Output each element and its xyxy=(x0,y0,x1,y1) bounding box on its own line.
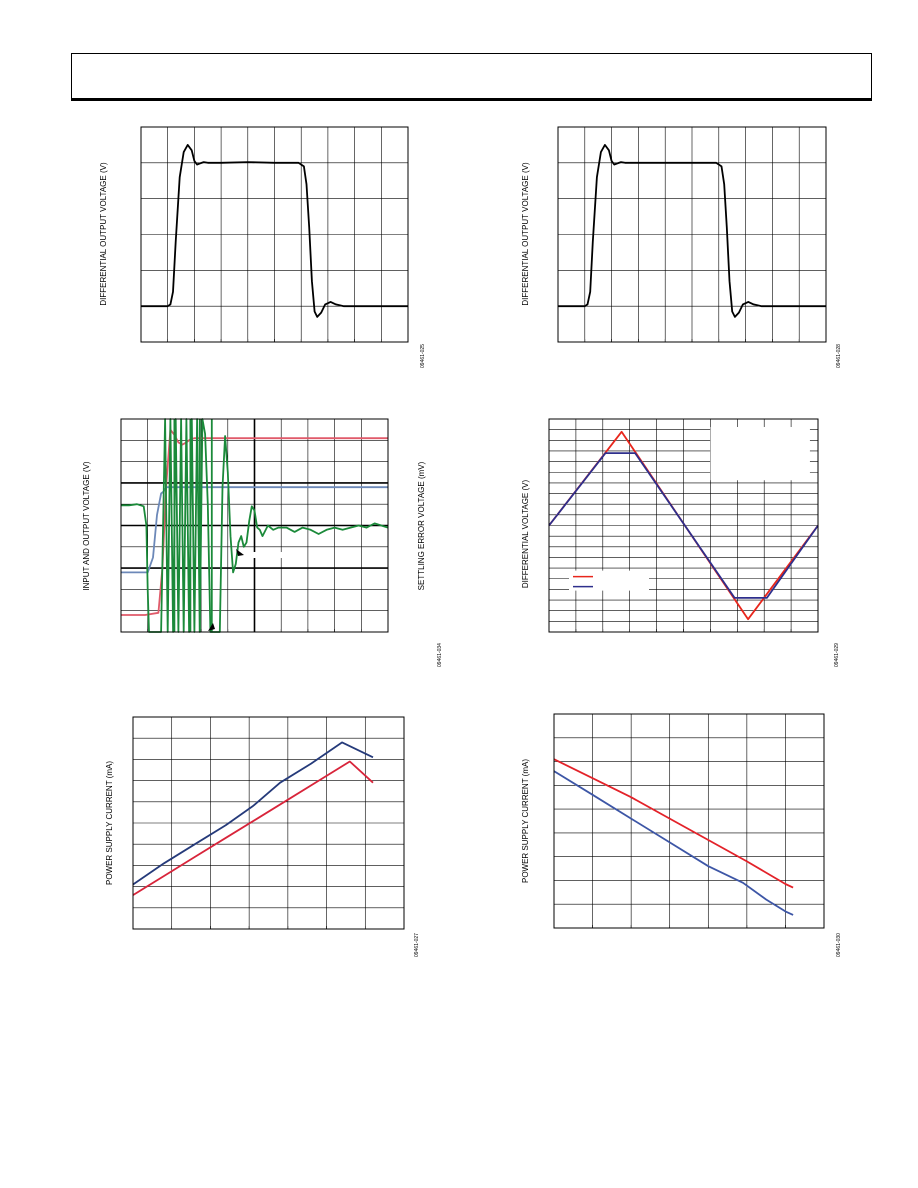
c3-callout-arrow-1 xyxy=(236,549,244,556)
c4-series-1 xyxy=(548,452,819,599)
c4-legend-box xyxy=(569,570,649,591)
c4-figure-code: 09461-029 xyxy=(834,643,840,667)
c3-figure-code: 09461-034 xyxy=(437,643,443,667)
c5-series-1 xyxy=(132,760,374,896)
c2-plot-frame xyxy=(557,126,827,343)
page-header xyxy=(71,53,872,101)
c2-ylabel: DIFFERENTIAL OUTPUT VOLTAGE (V) xyxy=(521,162,530,306)
c5-figure-code: 09461-027 xyxy=(414,933,420,957)
c4-plot-frame xyxy=(548,418,819,633)
c4-ylabel: DIFFERENTIAL VOLTAGE (V) xyxy=(521,480,530,589)
c3-plot-frame xyxy=(120,418,389,633)
c3-ylabel-secondary: SETTLING ERROR VOLTAGE (mV) xyxy=(417,461,426,590)
c6-series-1 xyxy=(553,770,794,916)
c2-series-0 xyxy=(558,144,826,318)
c3-ylabel: INPUT AND OUTPUT VOLTAGE (V) xyxy=(82,461,91,591)
c1-ylabel: DIFFERENTIAL OUTPUT VOLTAGE (V) xyxy=(99,162,108,306)
c6-series-0 xyxy=(553,758,794,889)
c6-figure-code: 09461-030 xyxy=(836,933,842,957)
c3-callout-arrow-2 xyxy=(208,623,215,631)
c4-annotation-box xyxy=(710,427,810,481)
c2-figure-code: 09461-028 xyxy=(836,344,842,368)
c6-plot-frame xyxy=(553,713,825,929)
c5-ylabel: POWER SUPPLY CURRENT (mA) xyxy=(105,761,114,885)
c5-series-0 xyxy=(132,741,374,886)
c1-plot-frame xyxy=(140,126,409,343)
c5-plot-frame xyxy=(132,716,405,930)
c1-figure-code: 09461-025 xyxy=(420,344,426,368)
c1-series-0 xyxy=(141,144,408,318)
c6-ylabel: POWER SUPPLY CURRENT (mA) xyxy=(521,759,530,883)
